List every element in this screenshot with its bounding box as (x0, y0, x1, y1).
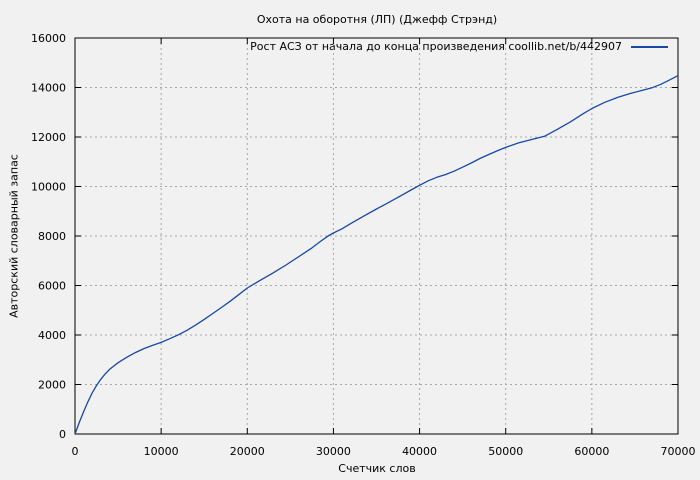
y-tick-label: 16000 (31, 32, 66, 45)
legend-line-sample (631, 45, 668, 48)
y-tick-label: 6000 (38, 280, 66, 293)
chart-title: Охота на оборотня (ЛП) (Джефф Стрэнд) (256, 13, 498, 26)
legend-label: Рост АСЗ от начала до конца произведения… (250, 40, 622, 53)
y-tick-label: 14000 (31, 82, 66, 95)
x-tick-label: 30000 (316, 445, 351, 458)
x-tick-label: 0 (72, 445, 79, 458)
x-tick-label: 40000 (402, 445, 437, 458)
x-tick-label: 10000 (144, 445, 179, 458)
x-tick-label: 50000 (488, 445, 523, 458)
plot-border (74, 37, 679, 435)
x-tick-label: 20000 (230, 445, 265, 458)
y-tick-label: 0 (59, 428, 66, 441)
y-tick-label: 12000 (31, 131, 66, 144)
legend: Рост АСЗ от начала до конца произведения… (250, 40, 668, 53)
y-tick-label: 8000 (38, 230, 66, 243)
y-tick-label: 10000 (31, 181, 66, 194)
y-tick-label: 2000 (38, 379, 66, 392)
y-tick-label: 4000 (38, 329, 66, 342)
data-line (74, 75, 679, 435)
x-tick-label: 70000 (661, 445, 696, 458)
x-axis-label: Счетчик слов (338, 462, 416, 475)
x-tick-label: 60000 (574, 445, 609, 458)
